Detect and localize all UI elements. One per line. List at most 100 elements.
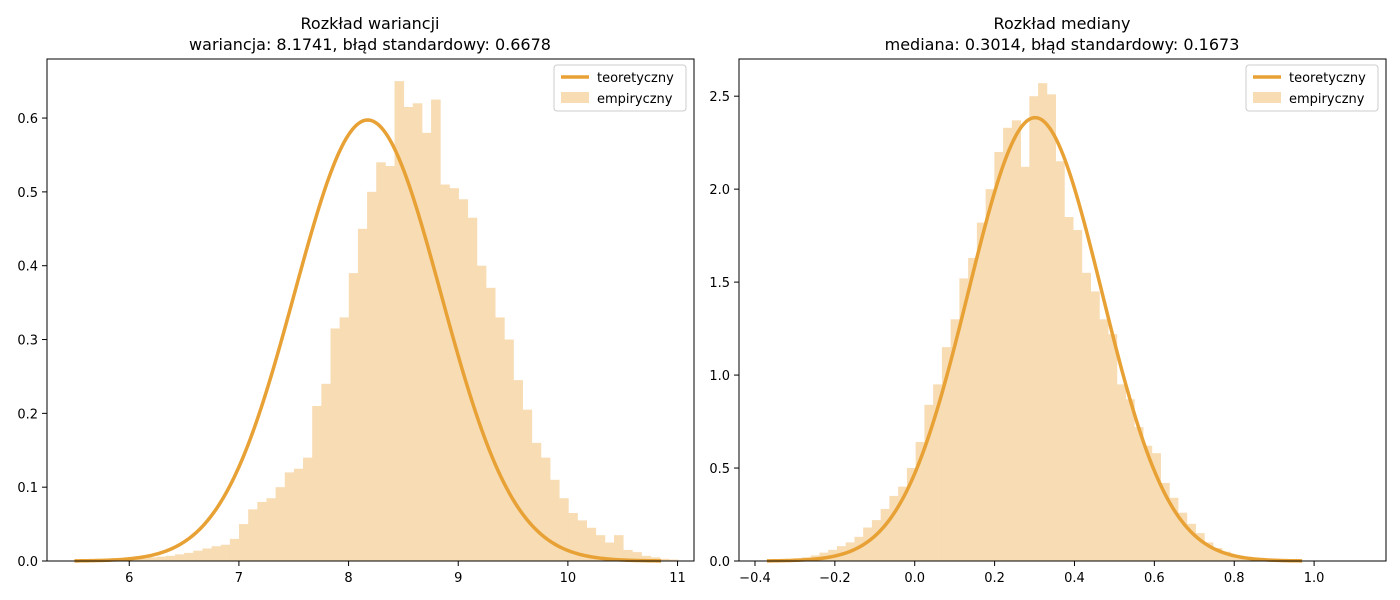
histogram-bar xyxy=(211,546,222,561)
histogram-bar xyxy=(1055,161,1065,561)
y-tick-label: 0.1 xyxy=(17,481,38,496)
histogram-bar xyxy=(1230,555,1240,561)
histogram-bar xyxy=(184,552,194,561)
y-tick-label: 0.0 xyxy=(709,555,730,570)
legend-swatch-empirical xyxy=(1253,92,1281,103)
x-tick-label: 9 xyxy=(454,571,462,586)
histogram-bar xyxy=(959,278,969,561)
histogram-bar xyxy=(367,191,377,561)
x-tick-label: 7 xyxy=(235,571,243,586)
histogram-bar xyxy=(476,265,487,561)
histogram-bar xyxy=(623,549,633,561)
x-tick-label: 11 xyxy=(669,571,686,586)
chart-median-x-axis: −0.4 −0.2 0.0 0.2 0.4 0.6 0.8 1.0 xyxy=(739,561,1324,586)
histogram-bar xyxy=(229,538,240,561)
histogram-bar xyxy=(1178,512,1188,561)
histogram-bar xyxy=(968,257,978,561)
chart-variance: Rozkład wariancji wariancja: 8.1741, błą… xyxy=(17,14,695,586)
histogram-bar xyxy=(303,457,313,561)
y-tick-label: 0.5 xyxy=(709,462,730,477)
chart-variance-theoretical-curve xyxy=(74,118,662,563)
histogram-bar xyxy=(1090,291,1100,561)
histogram-bar xyxy=(880,508,890,561)
histogram-bar xyxy=(266,498,277,561)
histogram-bar xyxy=(1160,482,1170,561)
y-tick-label: 0.3 xyxy=(17,334,38,349)
histogram-bar xyxy=(614,535,624,561)
y-tick-label: 0.2 xyxy=(17,407,38,422)
legend-label-empirical: empiryczny xyxy=(597,92,673,107)
chart-median-theoretical-curve xyxy=(766,115,1303,563)
histogram-bar xyxy=(604,542,615,561)
histogram-bar xyxy=(1169,497,1179,561)
histogram-bar xyxy=(976,222,987,562)
histogram-bar xyxy=(531,442,542,561)
histogram-bar xyxy=(1029,96,1039,561)
histogram-bar xyxy=(889,495,899,561)
x-tick-label: 8 xyxy=(344,571,352,586)
chart-median: Rozkład mediany mediana: 0.3014, błąd st… xyxy=(709,14,1387,586)
chart-median-legend: teoretyczny empiryczny xyxy=(1245,64,1379,112)
histogram-bar xyxy=(1064,217,1074,562)
histogram-bar xyxy=(941,347,952,561)
histogram-bar xyxy=(1213,547,1223,561)
histogram-bar xyxy=(330,328,341,561)
histogram-bar xyxy=(540,457,551,561)
histogram-bar xyxy=(985,189,995,561)
histogram-bar xyxy=(202,548,213,561)
histogram-bar xyxy=(863,527,873,561)
histogram-bar xyxy=(193,550,203,561)
x-tick-label: −0.2 xyxy=(819,571,851,586)
histogram-bar xyxy=(385,166,395,562)
legend-swatch-empirical xyxy=(561,92,589,103)
histogram-bar xyxy=(1011,120,1022,562)
chart-variance-legend: teoretyczny empiryczny xyxy=(553,64,687,112)
histogram-bar xyxy=(175,554,185,561)
histogram-bar xyxy=(312,405,322,561)
histogram-bar xyxy=(138,558,148,561)
x-tick-label: 0.4 xyxy=(1064,571,1085,586)
x-tick-label: 0.6 xyxy=(1144,571,1165,586)
y-tick-label: 2.0 xyxy=(709,183,730,198)
histogram-bar xyxy=(659,558,670,561)
histogram-bar xyxy=(632,552,642,561)
histogram-bar xyxy=(1099,319,1109,561)
y-tick-label: 1.5 xyxy=(709,276,730,291)
x-tick-label: 0.2 xyxy=(984,571,1005,586)
histogram-bar xyxy=(1221,551,1231,561)
histogram-bar xyxy=(1151,453,1161,561)
histogram-bar xyxy=(1134,427,1144,561)
histogram-bar xyxy=(156,556,167,561)
y-tick-label: 2.5 xyxy=(709,90,730,105)
histogram-bar xyxy=(549,479,560,561)
histogram-bar xyxy=(1186,523,1196,561)
chart-median-subtitle: mediana: 0.3014, błąd standardowy: 0.167… xyxy=(885,35,1240,54)
legend-label-theoretical: teoretyczny xyxy=(1289,71,1366,86)
chart-variance-title: Rozkład wariancji xyxy=(301,14,440,33)
histogram-bar xyxy=(257,501,267,561)
histogram-bar xyxy=(950,319,960,561)
histogram-bar xyxy=(403,106,414,562)
histogram-bar xyxy=(293,468,304,561)
histogram-bar xyxy=(458,199,469,561)
histogram-bar xyxy=(915,442,925,561)
histogram-bar xyxy=(1204,542,1214,561)
legend-label-theoretical: teoretyczny xyxy=(597,71,674,86)
histogram-bar xyxy=(1081,272,1091,561)
chart-variance-subtitle: wariancja: 8.1741, błąd standardowy: 0.6… xyxy=(189,35,551,54)
x-tick-label: 1.0 xyxy=(1304,571,1325,586)
histogram-bar xyxy=(1116,384,1126,561)
histogram-bar xyxy=(239,524,249,561)
histogram-bar xyxy=(504,339,514,561)
y-tick-label: 0.4 xyxy=(17,260,38,275)
histogram-bar xyxy=(871,520,882,561)
histogram-bar xyxy=(495,317,505,561)
histogram-bar xyxy=(440,184,450,561)
histogram-bar xyxy=(147,557,158,561)
chart-variance-frame xyxy=(46,58,695,562)
histogram-bar xyxy=(577,520,587,561)
x-tick-label: 10 xyxy=(560,571,577,586)
chart-variance-y-axis: 0.0 0.1 0.2 0.3 0.4 0.5 0.6 xyxy=(17,112,47,570)
histogram-bar xyxy=(348,273,359,561)
